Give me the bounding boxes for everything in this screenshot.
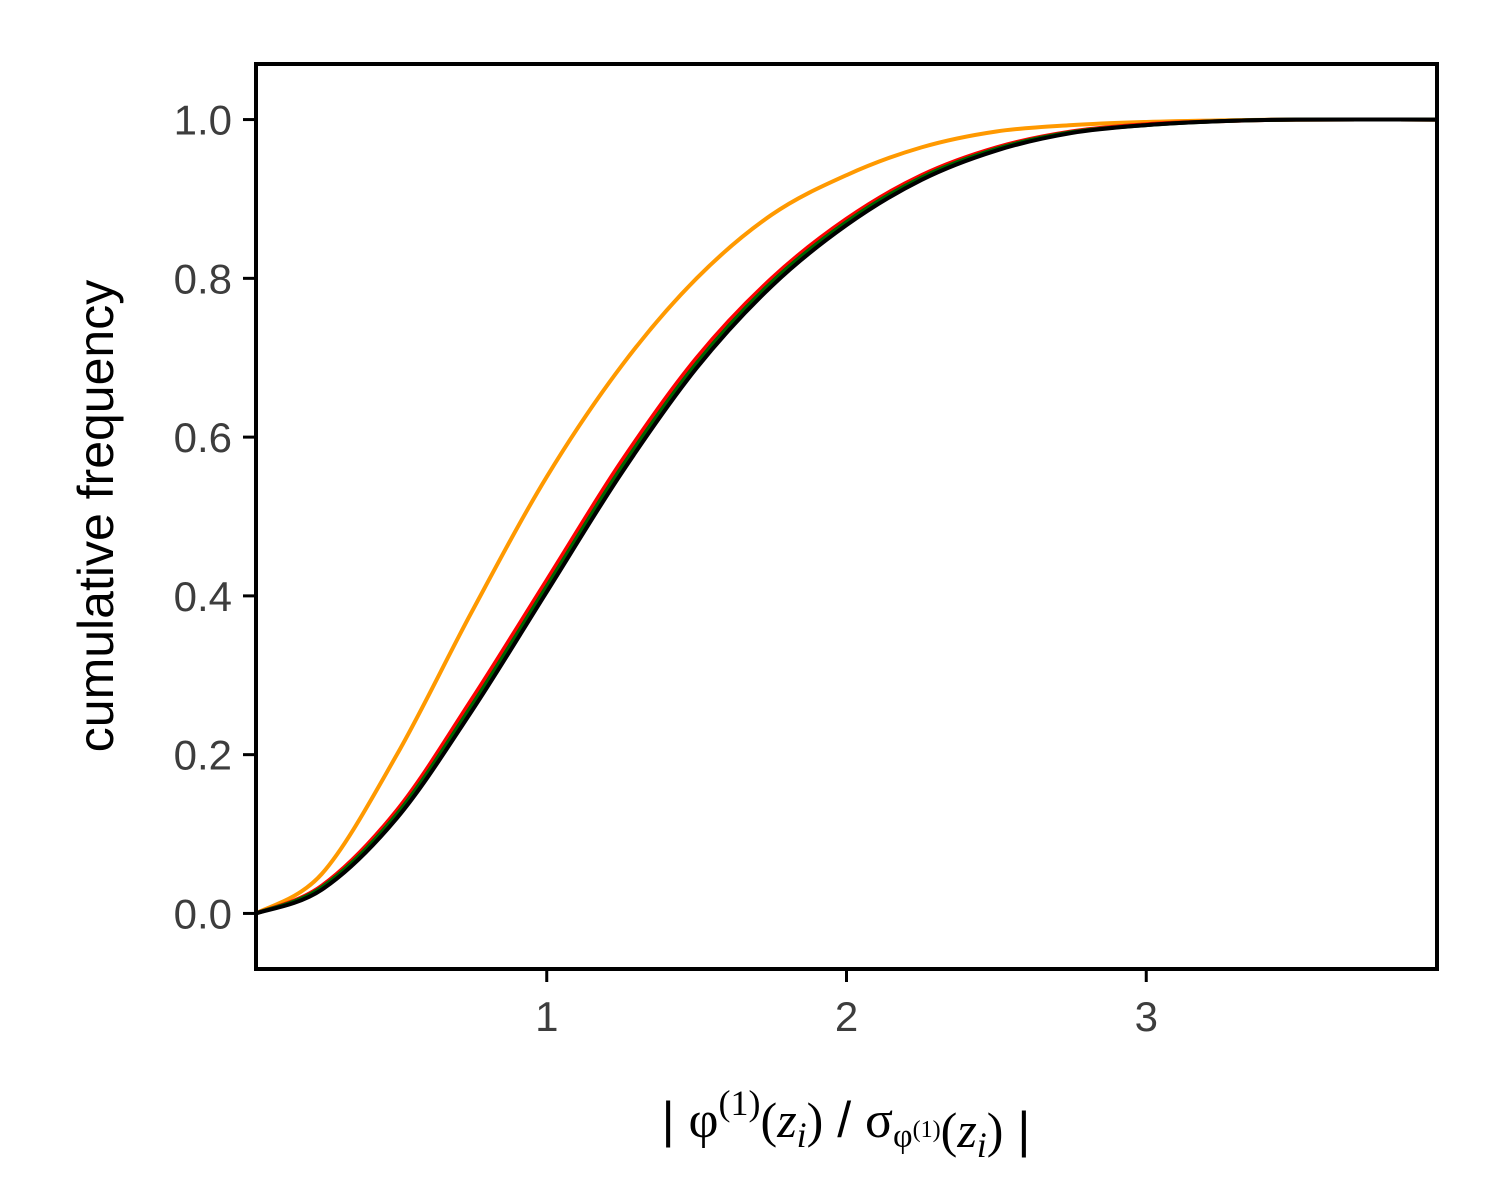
series-line-3 xyxy=(254,117,1439,916)
plot-panel-border xyxy=(254,62,1439,971)
x-axis-title-i-2: i xyxy=(977,1125,987,1165)
x-axis-title-z-open-2: ( xyxy=(941,1102,958,1158)
y-axis-ticks: 0.0 0.2 0.4 0.6 0.8 1.0 xyxy=(174,97,256,937)
x-tick-label: 2 xyxy=(835,993,858,1040)
series-line-4 xyxy=(254,117,1439,916)
x-axis-title-sup: (1) xyxy=(719,1083,761,1123)
x-axis-title-bar-left: | xyxy=(662,1092,689,1148)
x-axis-title-bar-right: | xyxy=(1003,1102,1030,1158)
series-line-1 xyxy=(254,117,1439,916)
x-axis-title-sigma-sub-sup: (1) xyxy=(913,1117,941,1143)
series-layer xyxy=(254,117,1439,916)
x-axis-title-slash: / xyxy=(823,1092,865,1148)
series-line-2 xyxy=(254,117,1439,916)
x-axis-title: | φ(1)(zi) / σφ(1)(zi) | xyxy=(662,1083,1031,1165)
x-axis-title-z-close-2: ) xyxy=(987,1102,1004,1158)
y-tick-label: 0.6 xyxy=(174,414,232,461)
y-tick-label: 0.0 xyxy=(174,890,232,937)
x-axis-title-phi: φ xyxy=(689,1092,719,1149)
x-axis-title-z-close: ) xyxy=(807,1092,824,1148)
x-axis-title-i: i xyxy=(797,1115,807,1155)
y-tick-label: 1.0 xyxy=(174,97,232,144)
x-axis-title-z-open: ( xyxy=(761,1092,778,1148)
x-tick-label: 1 xyxy=(535,993,558,1040)
y-tick-label: 0.2 xyxy=(174,732,232,779)
y-tick-label: 0.4 xyxy=(174,573,232,620)
x-axis-title-sigma: σ xyxy=(865,1092,893,1149)
x-axis-title-z: z xyxy=(776,1092,796,1148)
y-tick-label: 0.8 xyxy=(174,255,232,302)
y-axis-title: cumulative frequency xyxy=(68,280,124,752)
x-tick-label: 3 xyxy=(1135,993,1158,1040)
x-axis-title-z-2: z xyxy=(956,1102,976,1158)
x-axis-ticks: 1 2 3 xyxy=(535,969,1158,1040)
x-axis-title-sigma-sub-phi: φ xyxy=(893,1118,913,1155)
